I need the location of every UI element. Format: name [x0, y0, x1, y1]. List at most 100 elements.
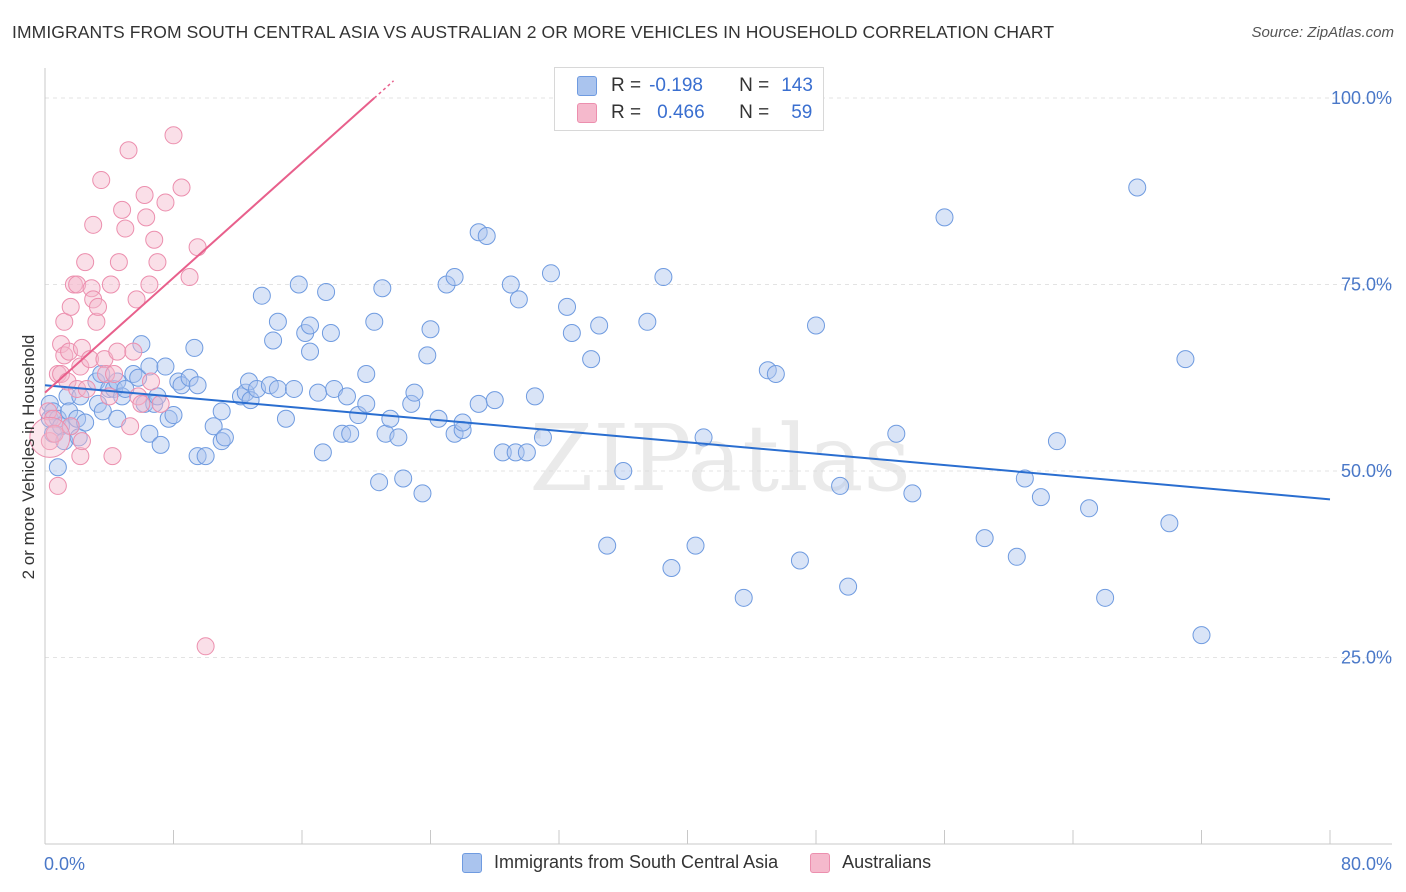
trend-line-blue	[44, 384, 1331, 501]
y-tick-labels: 100.0% 75.0% 50.0% 25.0%	[1331, 88, 1392, 668]
legend-r-label: R =	[611, 102, 642, 123]
data-point-blue	[418, 346, 437, 365]
data-point-blue	[188, 376, 207, 395]
data-point-pink	[121, 417, 140, 436]
data-point-blue	[215, 428, 234, 447]
data-point-blue	[373, 279, 392, 298]
data-point-blue	[341, 424, 360, 443]
data-point-pink	[71, 447, 90, 466]
data-point-pink	[101, 275, 120, 294]
watermark: ZIPatlas	[529, 405, 910, 512]
data-point-blue	[317, 282, 336, 301]
data-point-pink	[89, 297, 108, 316]
data-point-blue	[357, 394, 376, 413]
data-point-blue	[485, 391, 504, 410]
data-point-pink-cluster	[29, 416, 71, 458]
data-point-pink	[92, 171, 111, 190]
data-point-blue	[1031, 488, 1050, 507]
data-point-blue	[638, 312, 657, 331]
series-legend: Immigrants from South Central Asia Austr…	[462, 852, 963, 873]
data-point-blue	[445, 268, 464, 287]
legend-n-value: 143	[781, 75, 813, 96]
data-point-blue	[1007, 547, 1026, 566]
data-point-blue	[935, 208, 954, 227]
data-point-blue	[598, 536, 617, 555]
data-point-pink	[132, 394, 151, 413]
data-point-blue	[313, 443, 332, 462]
data-point-pink	[87, 312, 106, 331]
data-point-blue	[1192, 626, 1211, 645]
data-point-pink	[72, 432, 91, 451]
data-point-blue	[590, 316, 609, 335]
data-point-blue	[252, 286, 271, 305]
data-point-blue	[790, 551, 809, 570]
data-point-blue	[558, 297, 577, 316]
legend-label-pink: Australians	[842, 852, 932, 872]
data-point-blue	[839, 577, 858, 596]
source-label: Source: ZipAtlas.com	[1251, 24, 1394, 41]
data-point-pink	[68, 275, 87, 294]
data-point-blue	[156, 357, 175, 376]
data-point-pink	[180, 268, 199, 287]
data-point-blue	[124, 365, 143, 384]
trend-line-pink-extension	[373, 80, 395, 99]
data-point-pink	[151, 394, 170, 413]
data-point-blue	[1047, 432, 1066, 451]
data-point-pink	[52, 365, 71, 384]
data-point-blue	[309, 383, 328, 402]
data-point-blue	[140, 357, 159, 376]
data-point-blue	[284, 379, 303, 398]
data-point-blue	[268, 379, 287, 398]
data-point-pink	[135, 185, 154, 204]
data-point-blue	[525, 387, 544, 406]
data-point-pink	[156, 193, 175, 212]
legend-row-pink: R = 0.466 N = 59	[577, 100, 812, 126]
data-point-pink	[45, 424, 64, 443]
data-point-blue	[562, 323, 581, 342]
data-point-blue	[204, 417, 223, 436]
trend-line-pink	[44, 97, 375, 394]
y-tick-label: 50.0%	[1341, 461, 1392, 481]
data-point-blue	[1015, 469, 1034, 488]
data-point-blue	[321, 323, 340, 342]
legend-r-value: 0.466	[657, 102, 705, 123]
data-point-pink	[188, 238, 207, 257]
series-blue-points	[40, 178, 1211, 645]
data-point-blue	[686, 536, 705, 555]
data-point-blue	[264, 331, 283, 350]
data-point-blue	[533, 428, 552, 447]
data-point-blue	[405, 383, 424, 402]
data-point-pink	[124, 342, 143, 361]
legend-row-blue: R = -0.198 N = 143	[577, 73, 813, 99]
data-point-pink	[84, 215, 103, 234]
data-point-blue	[413, 484, 432, 503]
data-point-blue	[92, 365, 111, 384]
legend-r-value: -0.198	[649, 75, 703, 96]
x-tick-max: 80.0%	[1341, 854, 1392, 874]
data-point-blue	[93, 402, 112, 421]
data-point-pink	[119, 141, 138, 160]
legend-n-label: N =	[739, 102, 770, 123]
data-point-blue	[164, 406, 183, 425]
legend-swatch-pink	[810, 852, 831, 873]
data-point-blue	[381, 409, 400, 428]
legend-n-value: 59	[791, 102, 813, 123]
legend-swatch-pink	[577, 103, 597, 123]
data-point-blue	[1096, 588, 1115, 607]
data-point-pink	[142, 372, 161, 391]
data-point-blue	[301, 316, 320, 335]
data-point-pink	[140, 275, 159, 294]
stats-legend: R = -0.198 N = 143 R = 0.466 N = 59	[554, 67, 824, 131]
data-point-blue	[469, 394, 488, 413]
y-axis-label: 2 or more Vehicles in Household	[19, 335, 38, 580]
data-point-blue	[196, 447, 215, 466]
data-point-blue	[887, 424, 906, 443]
data-point-blue	[517, 443, 536, 462]
data-point-pink	[172, 178, 191, 197]
data-point-pink	[48, 476, 67, 495]
data-point-pink	[113, 200, 132, 219]
data-point-pink	[61, 297, 80, 316]
series-pink-points	[29, 126, 215, 656]
data-point-blue	[389, 428, 408, 447]
